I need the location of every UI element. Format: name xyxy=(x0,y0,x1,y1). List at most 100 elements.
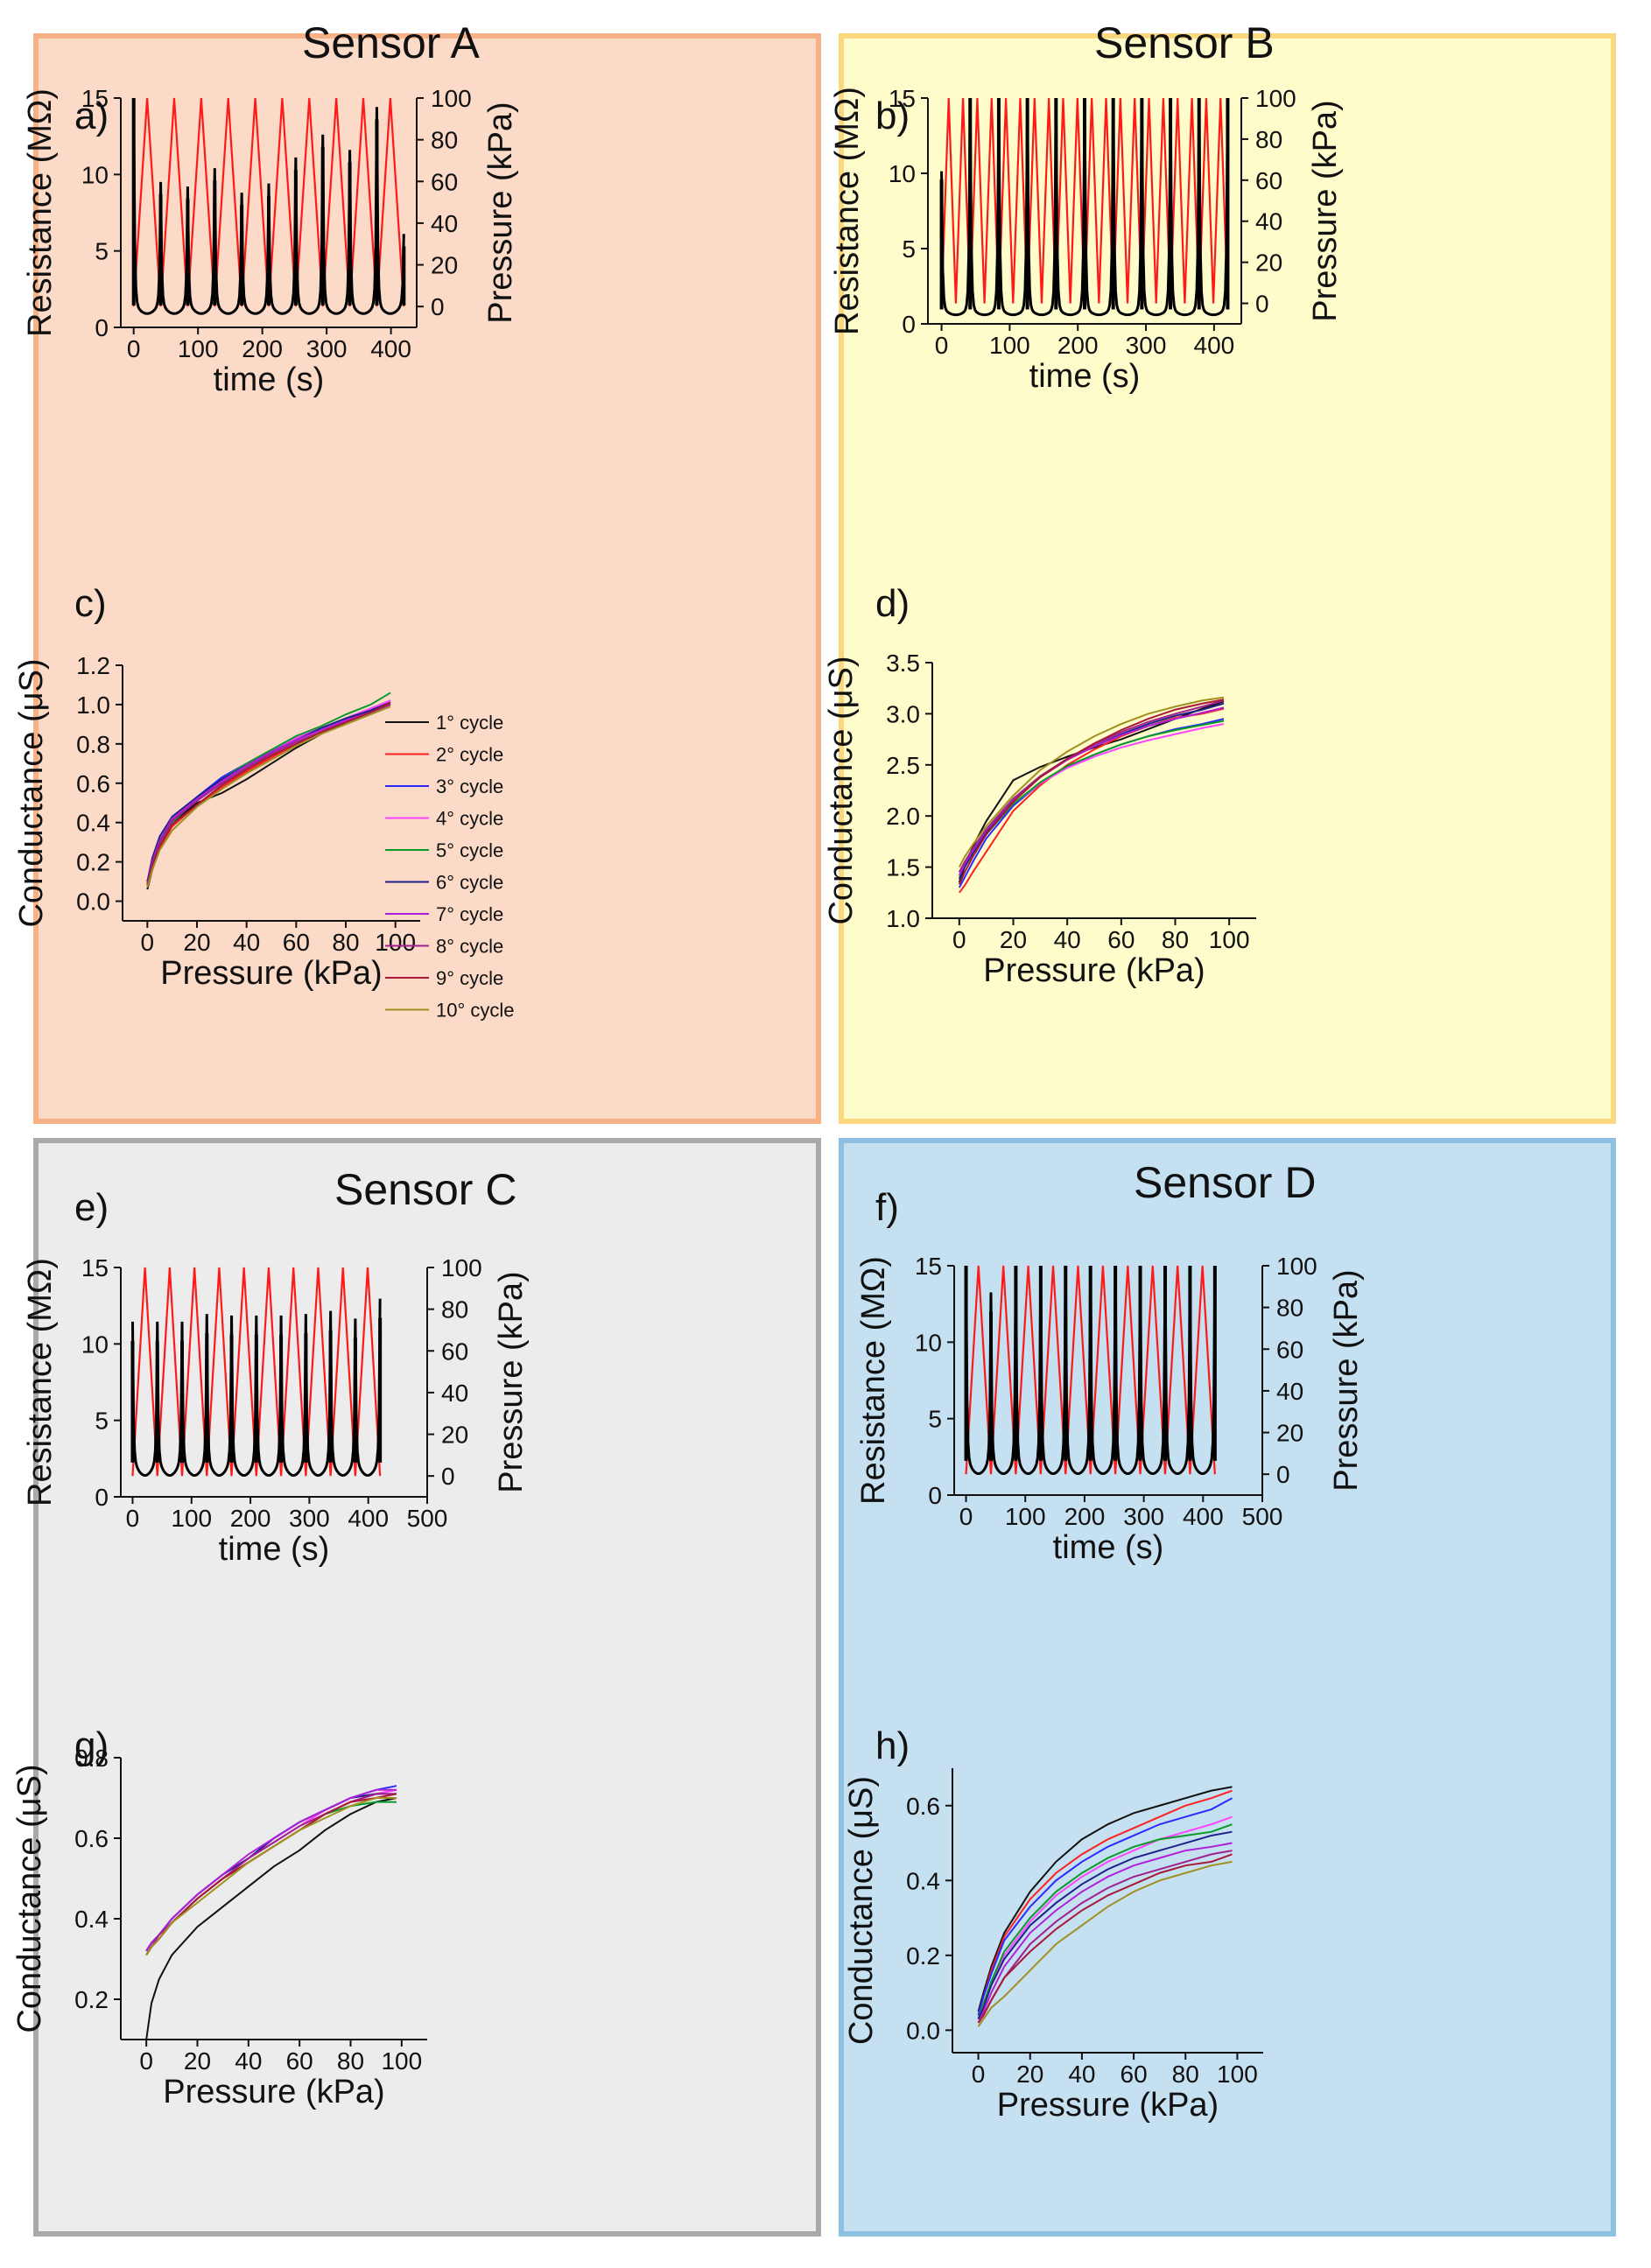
x-tick-label: 20 xyxy=(183,929,210,956)
pressure-trace xyxy=(132,97,405,307)
y2-tick-label: 60 xyxy=(431,168,458,195)
y-tick-label: 15 xyxy=(81,85,109,112)
x-tick-label: 400 xyxy=(1194,332,1235,359)
y-axis-label: Resistance (MΩ) xyxy=(22,1258,59,1506)
cycle-1-line xyxy=(145,1797,397,2040)
x-tick-label: 300 xyxy=(289,1505,330,1532)
y-tick-label: 10 xyxy=(889,160,916,187)
y-tick-label: 2.0 xyxy=(886,803,920,830)
x-tick-label: 300 xyxy=(1123,1503,1164,1530)
cycle-2-line xyxy=(959,707,1225,894)
y-tick-label: 5 xyxy=(902,235,916,263)
y-axis-label: Resistance (MΩ) xyxy=(829,87,866,335)
y-axis-label: Resistance (MΩ) xyxy=(855,1256,892,1505)
y2-tick-label: 0 xyxy=(431,293,445,320)
y-tick-label: 0 xyxy=(95,1484,109,1511)
x-tick-label: 100 xyxy=(178,335,219,362)
cycle-10-line xyxy=(146,706,391,888)
y2-tick-label: 100 xyxy=(441,1254,482,1281)
label-d: d) xyxy=(875,582,910,625)
label-f: f) xyxy=(875,1186,899,1229)
sensor-b-title: Sensor B xyxy=(1094,18,1275,67)
label-e: e) xyxy=(74,1186,109,1229)
y-tick-label: 0.4 xyxy=(74,1906,109,1933)
cycle-8-line xyxy=(146,703,391,884)
cycle-9-line xyxy=(146,701,391,886)
cycle-10-line xyxy=(977,1860,1233,2027)
chart-g: 0 20 40 60 80 100 0.2 0.4 0.6 0.8 Pressure (kPa) Co… xyxy=(11,1745,427,2110)
chart-c: 0 20 40 60 80 100 0.0 0.2 0.4 0.6 0.8 1.0 1.2 Pressur… xyxy=(13,652,515,1022)
cycle-6-line xyxy=(145,1793,397,1952)
x-tick-label: 300 xyxy=(306,335,348,362)
x-tick-label: 80 xyxy=(1162,926,1189,953)
sensor-d-title: Sensor D xyxy=(1134,1158,1317,1207)
cycle-4-line xyxy=(146,699,391,884)
chart-h: 0 20 40 60 80 100 0.0 0.2 0.4 0.6 Pressure (kPa) Co… xyxy=(843,1768,1263,2124)
y-tick-label: 15 xyxy=(915,1253,942,1280)
cycle-5-line xyxy=(977,1823,1233,2019)
y-tick-label: 0 xyxy=(928,1482,942,1509)
legend-entry: 2° cycle xyxy=(436,744,503,766)
y-tick-label: 1.0 xyxy=(76,692,110,719)
x-tick-label: 80 xyxy=(332,929,359,956)
cycle-7-line xyxy=(146,703,391,884)
y2-tick-label: 20 xyxy=(1255,249,1282,277)
y2-tick-label: 80 xyxy=(431,127,458,154)
y-tick-label: 10 xyxy=(81,1331,109,1358)
x-tick-label: 20 xyxy=(1000,926,1027,953)
y-tick-label: 0.6 xyxy=(74,1825,109,1852)
x-tick-label: 100 xyxy=(1209,926,1250,953)
sensor-c-title: Sensor C xyxy=(334,1165,517,1214)
x-tick-label: 200 xyxy=(1057,332,1099,359)
x-tick-label: 0 xyxy=(972,2061,986,2088)
cycle-6-line xyxy=(146,701,391,882)
y2-tick-label: 100 xyxy=(431,85,472,112)
y2-tick-label: 80 xyxy=(1276,1295,1303,1322)
x-tick-label: 100 xyxy=(1217,2061,1258,2088)
cycle-6-line xyxy=(958,702,1225,881)
x-axis-label: time (s) xyxy=(214,362,325,398)
x-axis-label: Pressure (kPa) xyxy=(160,955,382,992)
cycle-2-line xyxy=(146,703,391,886)
cycle-8-line xyxy=(145,1793,397,1956)
cycle-4-line xyxy=(145,1788,397,1952)
x-tick-label: 0 xyxy=(952,926,966,953)
x-tick-label: 0 xyxy=(935,332,949,359)
y-axis-label: Conductance (μS) xyxy=(13,658,50,927)
y-tick-label: 0.0 xyxy=(76,888,110,916)
label-g: g) xyxy=(74,1724,109,1767)
y-tick-label: 0 xyxy=(902,311,916,338)
y2-tick-label: 40 xyxy=(1276,1378,1303,1405)
y2-tick-label: 80 xyxy=(1255,126,1282,153)
y-tick-label: 0.6 xyxy=(76,770,110,797)
x-tick-label: 400 xyxy=(1183,1503,1224,1530)
resistance-trace xyxy=(132,97,405,315)
legend-entry: 9° cycle xyxy=(436,967,503,989)
legend-entry: 4° cycle xyxy=(436,808,503,830)
x-tick-label: 100 xyxy=(375,929,416,956)
y-tick-label: 0.8 xyxy=(76,731,110,758)
label-h: h) xyxy=(875,1724,910,1767)
x-tick-label: 60 xyxy=(286,2047,313,2075)
y2-tick-label: 20 xyxy=(1276,1420,1303,1447)
y2-tick-label: 80 xyxy=(441,1296,468,1324)
y-tick-label: 0.4 xyxy=(906,1867,940,1894)
x-tick-label: 60 xyxy=(1107,926,1135,953)
cycle-1-line xyxy=(977,1786,1233,2012)
y2-tick-label: 40 xyxy=(431,210,458,237)
y-tick-label: 1.2 xyxy=(76,652,110,679)
y2-tick-label: 0 xyxy=(441,1463,455,1490)
x-tick-label: 60 xyxy=(283,929,310,956)
legend-entry: 1° cycle xyxy=(436,712,503,734)
cycle-5-line xyxy=(145,1801,397,1956)
cycle-3-line xyxy=(146,699,391,882)
x-tick-label: 0 xyxy=(126,1505,140,1532)
cycle-3-line xyxy=(977,1797,1233,2016)
cycle-9-line xyxy=(958,699,1225,885)
y2-tick-label: 0 xyxy=(1276,1461,1290,1488)
x-tick-label: 300 xyxy=(1126,332,1167,359)
legend-entry: 8° cycle xyxy=(436,936,503,958)
x-tick-label: 500 xyxy=(1242,1503,1283,1530)
